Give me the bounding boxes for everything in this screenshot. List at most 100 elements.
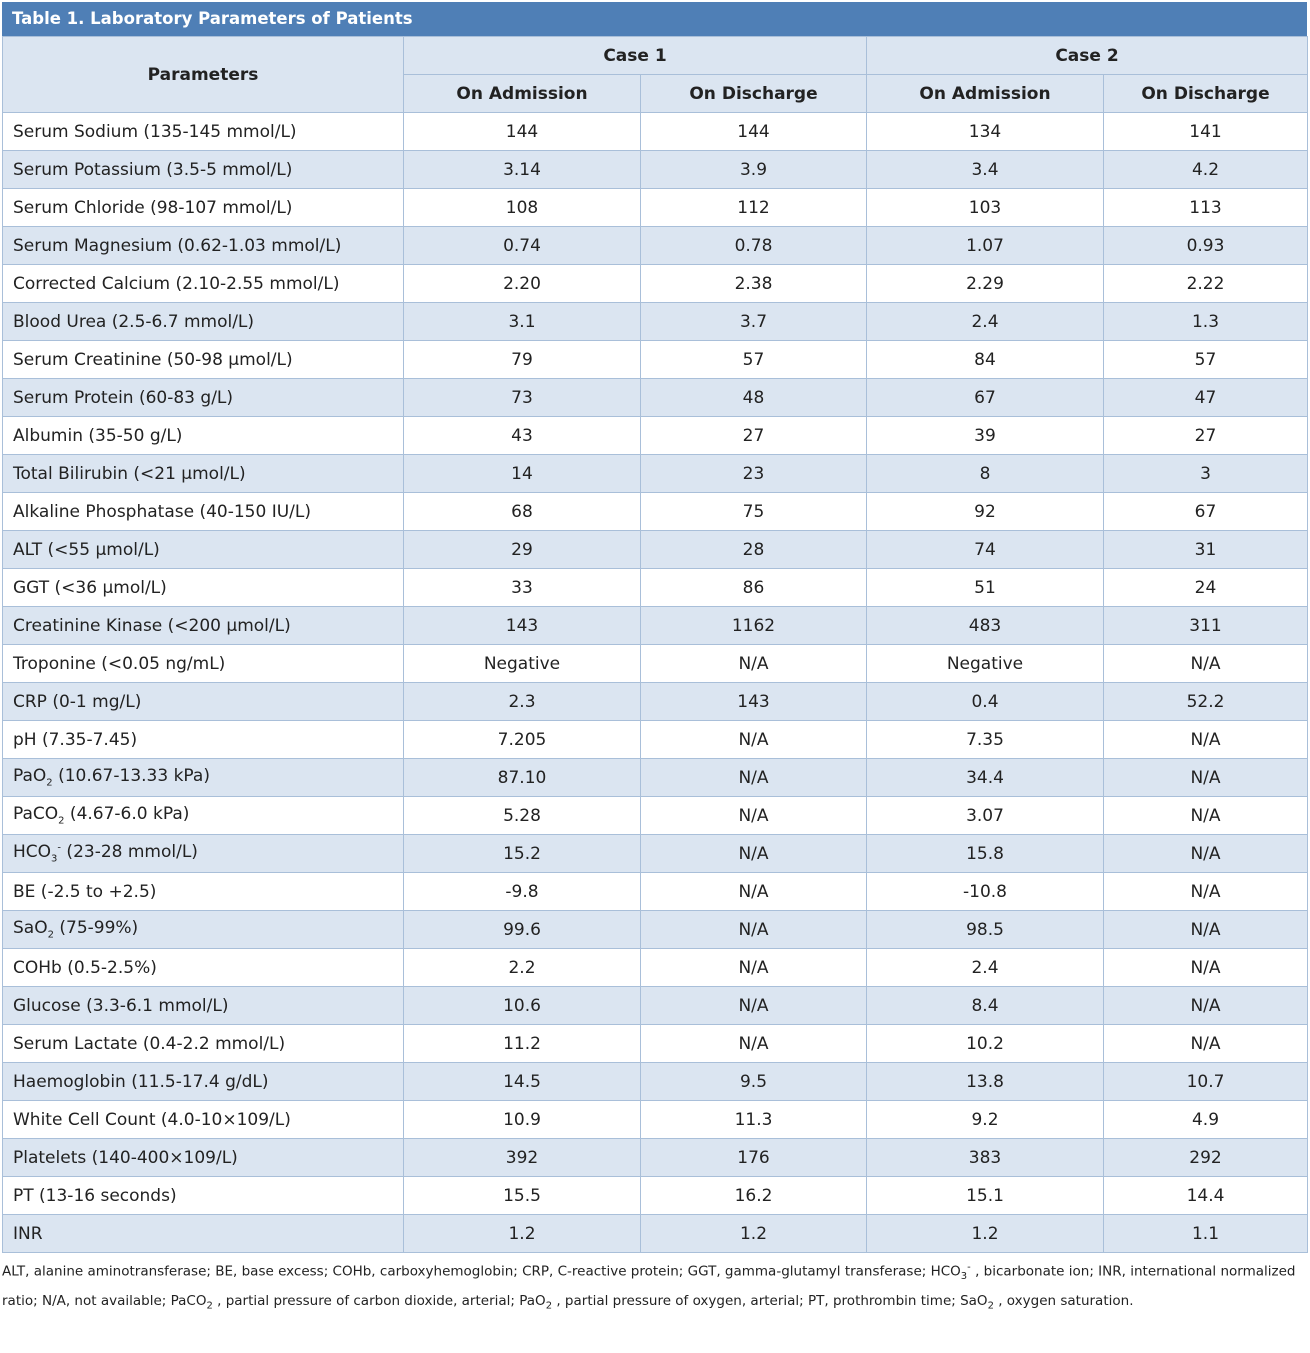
parameter-name-cell: BE (-2.5 to +2.5) [2, 872, 404, 911]
value-cell-case1-discharge: N/A [640, 644, 867, 683]
table-row: ALT (<55 µmol/L) 29 28 74 31 [2, 530, 1308, 569]
value-cell-case2-discharge: N/A [1103, 644, 1308, 683]
value-cell-case2-discharge: 52.2 [1103, 682, 1308, 721]
header-case1-admission: On Admission [403, 74, 641, 113]
parameter-name-cell: COHb (0.5-2.5%) [2, 948, 404, 987]
value-cell-case2-admission: -10.8 [866, 872, 1104, 911]
parameter-name-cell: GGT (<36 µmol/L) [2, 568, 404, 607]
table-row: BE (-2.5 to +2.5) -9.8 N/A -10.8 N/A [2, 872, 1308, 911]
value-cell-case1-discharge: 86 [640, 568, 867, 607]
value-cell-case1-admission: 392 [403, 1138, 641, 1177]
value-cell-case1-discharge: 176 [640, 1138, 867, 1177]
parameter-name-cell: Platelets (140-400×109/L) [2, 1138, 404, 1177]
value-cell-case1-discharge: 1162 [640, 606, 867, 645]
value-cell-case1-admission: 1.2 [403, 1214, 641, 1253]
value-cell-case1-admission: 68 [403, 492, 641, 531]
value-cell-case2-discharge: 1.1 [1103, 1214, 1308, 1253]
parameter-name-cell: Alkaline Phosphatase (40-150 IU/L) [2, 492, 404, 531]
value-cell-case1-admission: Negative [403, 644, 641, 683]
table-row: Serum Creatinine (50-98 µmol/L) 79 57 84 57 [2, 340, 1308, 379]
value-cell-case2-admission: 13.8 [866, 1062, 1104, 1101]
value-cell-case2-discharge: 2.22 [1103, 264, 1308, 303]
value-cell-case1-admission: 2.3 [403, 682, 641, 721]
table-row: Albumin (35-50 g/L) 43 27 39 27 [2, 416, 1308, 455]
table-row: CRP (0-1 mg/L) 2.3 143 0.4 52.2 [2, 682, 1308, 721]
value-cell-case2-admission: 103 [866, 188, 1104, 227]
lab-parameters-table: Parameters Case 1 Case 2 On Admission On… [2, 36, 1308, 1253]
header-row-cases: Parameters Case 1 Case 2 [2, 36, 1308, 113]
value-cell-case1-discharge: 9.5 [640, 1062, 867, 1101]
value-cell-case2-admission: 134 [866, 112, 1104, 151]
value-cell-case1-admission: 79 [403, 340, 641, 379]
parameter-name-cell: HCO3- (23-28 mmol/L) [2, 834, 404, 873]
value-cell-case1-admission: 10.6 [403, 986, 641, 1025]
value-cell-case2-admission: 8.4 [866, 986, 1104, 1025]
table-row: Serum Protein (60-83 g/L) 73 48 67 47 [2, 378, 1308, 417]
value-cell-case1-discharge: 28 [640, 530, 867, 569]
value-cell-case1-discharge: 27 [640, 416, 867, 455]
parameter-name-cell: White Cell Count (4.0-10×109/L) [2, 1100, 404, 1139]
value-cell-case1-discharge: N/A [640, 910, 867, 949]
value-cell-case1-discharge: 2.38 [640, 264, 867, 303]
value-cell-case2-admission: Negative [866, 644, 1104, 683]
value-cell-case2-discharge: 0.93 [1103, 226, 1308, 265]
value-cell-case1-admission: 43 [403, 416, 641, 455]
value-cell-case1-admission: 7.205 [403, 720, 641, 759]
parameter-name-cell: Corrected Calcium (2.10-2.55 mmol/L) [2, 264, 404, 303]
value-cell-case1-discharge: 1.2 [640, 1214, 867, 1253]
value-cell-case1-admission: -9.8 [403, 872, 641, 911]
parameter-name-cell: Troponine (<0.05 ng/mL) [2, 644, 404, 683]
header-case-2: Case 2 [866, 36, 1308, 75]
value-cell-case1-discharge: N/A [640, 986, 867, 1025]
parameter-name-cell: PaCO2 (4.67-6.0 kPa) [2, 796, 404, 835]
header-row-timepoints: On Admission On Discharge On Admission O… [3, 74, 1308, 113]
value-cell-case1-admission: 15.2 [403, 834, 641, 873]
value-cell-case1-admission: 3.1 [403, 302, 641, 341]
parameter-name-cell: Serum Creatinine (50-98 µmol/L) [2, 340, 404, 379]
value-cell-case2-admission: 383 [866, 1138, 1104, 1177]
value-cell-case2-discharge: 141 [1103, 112, 1308, 151]
value-cell-case2-discharge: 67 [1103, 492, 1308, 531]
table-row: INR 1.2 1.2 1.2 1.1 [2, 1214, 1308, 1253]
value-cell-case1-admission: 29 [403, 530, 641, 569]
value-cell-case1-admission: 11.2 [403, 1024, 641, 1063]
header-case-1: Case 1 [403, 36, 867, 75]
value-cell-case2-admission: 39 [866, 416, 1104, 455]
value-cell-case1-admission: 33 [403, 568, 641, 607]
value-cell-case2-discharge: 57 [1103, 340, 1308, 379]
parameter-name-cell: Serum Sodium (135-145 mmol/L) [2, 112, 404, 151]
value-cell-case2-admission: 8 [866, 454, 1104, 493]
parameter-name-cell: Serum Lactate (0.4-2.2 mmol/L) [2, 1024, 404, 1063]
value-cell-case1-admission: 10.9 [403, 1100, 641, 1139]
value-cell-case1-discharge: N/A [640, 796, 867, 835]
table-row: Creatinine Kinase (<200 µmol/L) 143 1162 48… [2, 606, 1308, 645]
table-row: Serum Lactate (0.4-2.2 mmol/L) 11.2 N/A 10.… [2, 1024, 1308, 1063]
table-footnote: ALT, alanine aminotransferase; BE, base … [2, 1262, 1296, 1312]
lab-table-figure: Table 1. Laboratory Parameters of Patien… [2, 2, 1308, 1319]
value-cell-case2-discharge: N/A [1103, 720, 1308, 759]
value-cell-case2-admission: 51 [866, 568, 1104, 607]
parameter-name-cell: pH (7.35-7.45) [2, 720, 404, 759]
value-cell-case2-discharge: 24 [1103, 568, 1308, 607]
value-cell-case1-admission: 14.5 [403, 1062, 641, 1101]
value-cell-case1-discharge: N/A [640, 1024, 867, 1063]
value-cell-case1-admission: 14 [403, 454, 641, 493]
value-cell-case1-discharge: 16.2 [640, 1176, 867, 1215]
value-cell-case1-discharge: 57 [640, 340, 867, 379]
value-cell-case2-admission: 1.07 [866, 226, 1104, 265]
value-cell-case1-admission: 2.20 [403, 264, 641, 303]
table-row: Alkaline Phosphatase (40-150 IU/L) 68 75 92… [2, 492, 1308, 531]
value-cell-case2-admission: 483 [866, 606, 1104, 645]
table-row: pH (7.35-7.45) 7.205 N/A 7.35 N/A [2, 720, 1308, 759]
value-cell-case1-discharge: N/A [640, 948, 867, 987]
value-cell-case2-discharge: 31 [1103, 530, 1308, 569]
value-cell-case2-admission: 7.35 [866, 720, 1104, 759]
header-case1-discharge: On Discharge [640, 74, 867, 113]
value-cell-case2-discharge: N/A [1103, 872, 1308, 911]
value-cell-case1-admission: 5.28 [403, 796, 641, 835]
parameter-name-cell: PT (13-16 seconds) [2, 1176, 404, 1215]
value-cell-case1-discharge: 112 [640, 188, 867, 227]
value-cell-case1-admission: 73 [403, 378, 641, 417]
table-row: SaO2 (75-99%) 99.6 N/A 98.5 N/A [2, 910, 1308, 949]
table-row: Glucose (3.3-6.1 mmol/L) 10.6 N/A 8.4 N/A [2, 986, 1308, 1025]
